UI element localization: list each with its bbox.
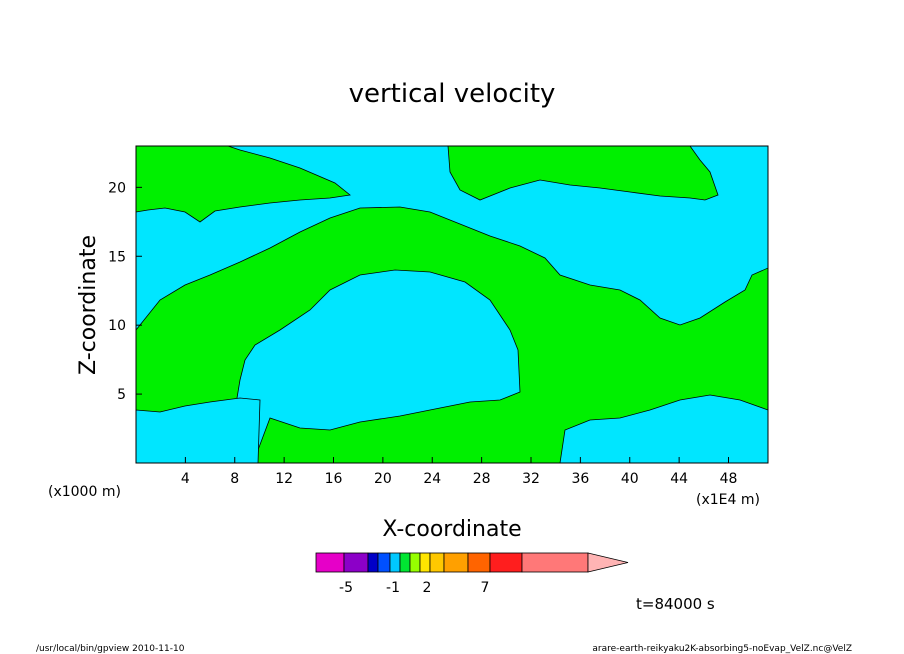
y-tick-label: 20 — [108, 180, 126, 196]
x-tick-label: 44 — [670, 471, 688, 487]
colorbar-tick-label: 2 — [423, 580, 432, 596]
colorbar-swatch — [443, 552, 469, 573]
colorbar — [315, 552, 629, 573]
x-tick-label: 28 — [473, 471, 491, 487]
colorbar-swatch — [429, 552, 445, 573]
contour-lower-band — [136, 397, 261, 463]
colorbar-swatch — [343, 552, 369, 573]
contour-lower-right-band — [559, 394, 768, 463]
x-tick-label: 24 — [423, 471, 441, 487]
x-unit-label: (x1E4 m) — [696, 492, 760, 508]
chart-title: vertical velocity — [349, 79, 556, 109]
footer-left: /usr/local/bin/gpview 2010-11-10 — [36, 644, 185, 654]
x-tick-label: 20 — [374, 471, 392, 487]
colorbar-swatch — [489, 552, 523, 573]
time-label: t=84000 s — [636, 595, 715, 613]
y-unit-label: (x1000 m) — [48, 484, 121, 500]
contour-inner-dome — [234, 269, 521, 451]
colorbar-swatch — [367, 552, 379, 573]
y-axis-title: Z-coordinate — [76, 235, 101, 375]
colorbar-tick-label: -5 — [339, 580, 353, 596]
contour-region-top-right — [447, 146, 719, 201]
x-axis: 4 8 12 16 20 24 28 32 36 40 44 48 — [181, 457, 738, 487]
x-tick-label: 48 — [720, 471, 738, 487]
colorbar-tick-label: 7 — [481, 580, 490, 596]
footer-right: arare-earth-reikyaku2K-absorbing5-noEvap… — [592, 644, 852, 654]
y-tick-label: 10 — [108, 318, 126, 334]
x-tick-label: 12 — [275, 471, 293, 487]
colorbar-swatch — [377, 552, 391, 573]
colorbar-tick-label: -1 — [386, 580, 400, 596]
colorbar-swatch — [409, 552, 421, 573]
x-tick-label: 16 — [325, 471, 343, 487]
colorbar-swatch — [419, 552, 431, 573]
colorbar-extend-arrow — [587, 552, 629, 573]
x-tick-label: 4 — [181, 471, 190, 487]
x-tick-label: 40 — [621, 471, 639, 487]
colorbar-swatch — [467, 552, 491, 573]
colorbar-labels: -5 -1 2 7 — [339, 580, 489, 596]
plot-frame — [135, 145, 769, 464]
y-axis: 5 10 15 20 — [108, 180, 142, 403]
colorbar-swatch — [399, 552, 411, 573]
y-tick-label: 15 — [108, 249, 126, 265]
x-tick-label: 36 — [571, 471, 589, 487]
x-axis-title: X-coordinate — [382, 517, 521, 542]
y-tick-label: 5 — [117, 387, 126, 403]
colorbar-swatch — [389, 552, 401, 573]
contour-region-top-left — [136, 146, 351, 223]
x-tick-label: 8 — [230, 471, 239, 487]
x-tick-label: 32 — [522, 471, 540, 487]
colorbar-swatch — [521, 552, 589, 573]
plot-area — [135, 145, 769, 464]
colorbar-swatch — [315, 552, 345, 573]
